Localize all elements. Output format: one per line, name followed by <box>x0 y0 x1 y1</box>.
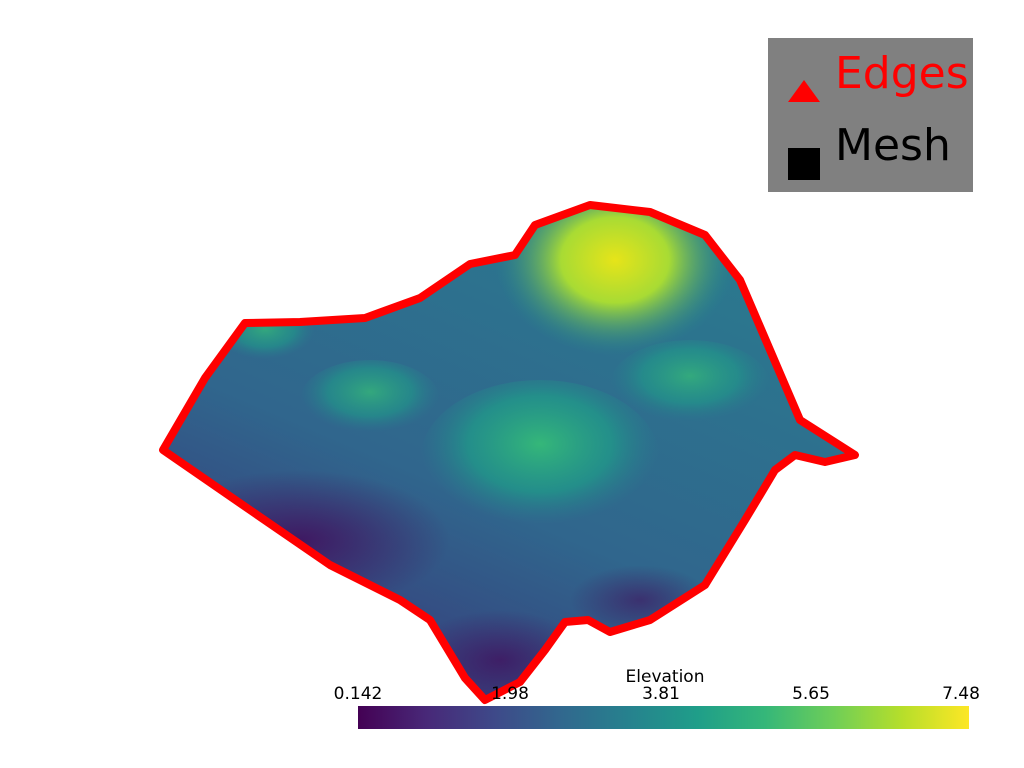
scalar-bar-tick: 5.65 <box>792 684 830 704</box>
legend-entry-edges: Edges <box>768 38 973 108</box>
hill-top-left <box>215 305 315 365</box>
hill-left <box>300 360 440 440</box>
hill-right <box>610 340 770 430</box>
legend-box: Edges Mesh <box>768 38 973 192</box>
scalar-bar-tick: 0.142 <box>333 684 383 704</box>
elevation-surface <box>159 201 859 704</box>
peak <box>495 205 735 355</box>
scalar-bar-title: Elevation <box>625 667 705 687</box>
hill-center <box>420 380 660 540</box>
square-icon <box>788 148 820 180</box>
legend-entry-mesh: Mesh <box>768 110 973 180</box>
triangle-icon <box>788 80 820 102</box>
scalar-bar-gradient <box>358 706 969 729</box>
scalar-bar-tick: 7.48 <box>942 684 980 704</box>
surface-edges <box>159 201 859 704</box>
legend-label-mesh: Mesh <box>835 120 951 171</box>
scalar-bar-tick: 3.81 <box>642 684 680 704</box>
scalar-bar-tick: 1.98 <box>491 684 529 704</box>
legend-label-edges: Edges <box>835 48 969 99</box>
